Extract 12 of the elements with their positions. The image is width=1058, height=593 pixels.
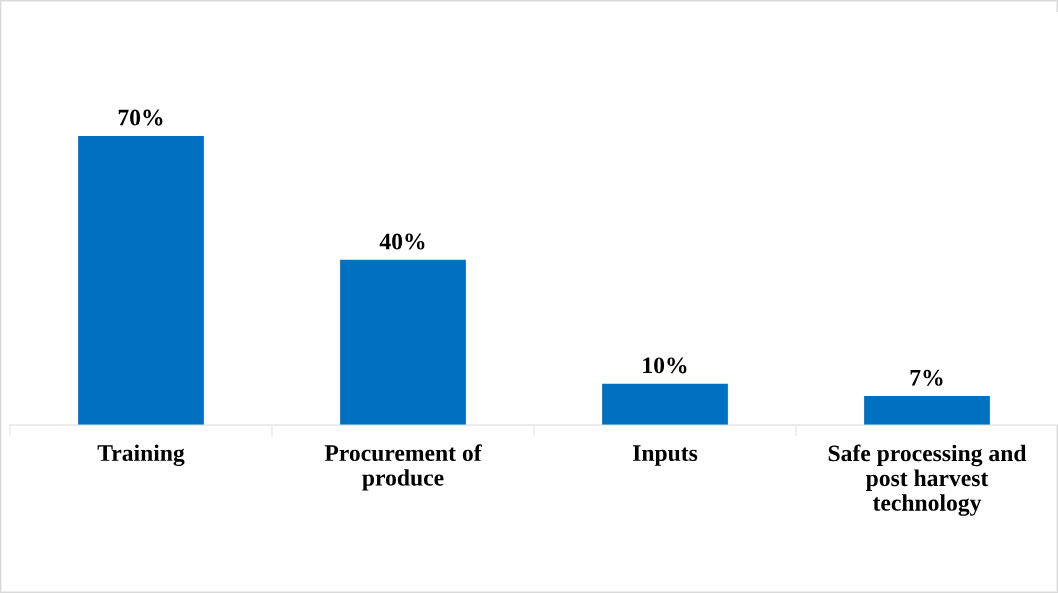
data-label: 7% (910, 369, 943, 386)
bar (78, 135, 204, 425)
bar (340, 259, 466, 425)
bar (602, 383, 728, 425)
data-label: 70% (118, 109, 163, 126)
x-tick-label: Inputs (632, 445, 698, 466)
bar (864, 396, 990, 425)
x-tick-label: Procurement of produce (324, 444, 482, 491)
data-label: 10% (643, 357, 687, 374)
x-tick-label: Safe processing and post harvest technology (828, 444, 1027, 516)
x-tick-label: Training (97, 444, 185, 467)
data-label: 40% (379, 233, 425, 250)
